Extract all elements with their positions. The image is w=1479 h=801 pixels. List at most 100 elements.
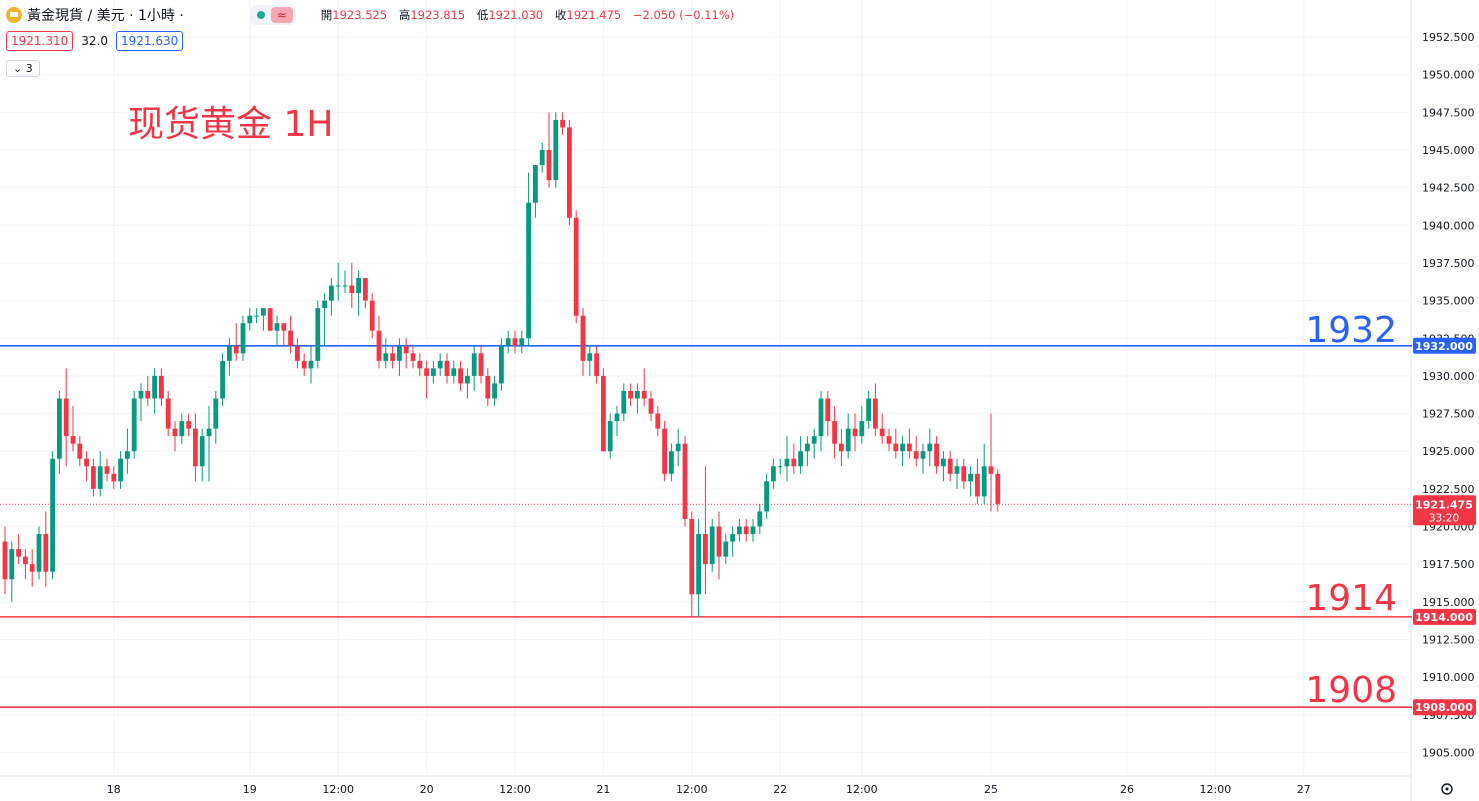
candle-body	[301, 360, 307, 369]
candle-body	[675, 443, 681, 452]
level-label-1908: 1908	[1305, 670, 1397, 711]
level-label-1932: 1932	[1305, 310, 1397, 351]
candle-body	[757, 511, 763, 527]
candle-body	[669, 451, 674, 474]
status-pill[interactable]: ≈	[249, 5, 296, 25]
x-tick-label: 22	[773, 783, 787, 796]
candle-body	[764, 481, 769, 512]
candle-body	[614, 413, 620, 422]
candle-body	[689, 518, 695, 595]
candle-body	[859, 421, 865, 437]
candle-body	[771, 466, 776, 482]
candle-body	[621, 390, 627, 414]
x-tick-label: 12:00	[1200, 783, 1232, 796]
candle-body	[743, 526, 749, 535]
candle-body	[369, 300, 375, 331]
countdown-label: 33:20	[1429, 512, 1459, 524]
y-tick-label: 1935.000	[1422, 295, 1475, 308]
candle-body	[818, 398, 824, 437]
indicators-toggle[interactable]: ⌄ 3	[6, 60, 40, 77]
x-tick-label: 18	[107, 783, 121, 796]
chevron-down-icon: ⌄	[13, 62, 23, 75]
candle-body	[84, 458, 89, 467]
candle-body	[431, 368, 436, 376]
y-tick-label: 1952.500	[1422, 31, 1475, 44]
candle-body	[567, 127, 572, 218]
y-tick-label: 1922.500	[1422, 483, 1475, 496]
candle-body	[36, 534, 42, 572]
candle-body	[954, 466, 960, 474]
candle-body	[131, 398, 137, 452]
candle-body	[145, 390, 151, 399]
candle-body	[57, 398, 62, 459]
candle-body	[533, 165, 538, 203]
buy-price-button[interactable]: 1921.630	[115, 31, 184, 51]
sell-price-button[interactable]: 1921.310	[6, 31, 74, 51]
candle-body	[295, 345, 300, 361]
price-tag	[1413, 608, 1476, 625]
symbol-title[interactable]: 黃金現貨 / 美元 · 1小時 ·	[27, 8, 184, 24]
settings-icon[interactable]	[1441, 783, 1453, 795]
close-label: 收	[554, 8, 567, 22]
candle-body	[839, 443, 844, 452]
candle-body	[968, 473, 973, 482]
level-label-1914: 1914	[1305, 578, 1397, 619]
candle-body	[886, 436, 892, 444]
candle-body	[961, 466, 967, 482]
spread-value: 32.0	[81, 34, 108, 48]
candle-body	[308, 360, 314, 369]
open-value: 1923.525	[332, 8, 388, 22]
candle-body	[179, 421, 185, 437]
y-tick-label: 1940.000	[1422, 219, 1475, 232]
candle-body	[383, 353, 389, 361]
candle-body	[873, 398, 878, 429]
candle-body	[247, 315, 253, 324]
candle-body	[254, 315, 259, 317]
candle-body	[138, 390, 144, 399]
candle-body	[159, 375, 164, 399]
candle-body	[281, 323, 287, 331]
candle-body	[492, 383, 497, 399]
candle-body	[233, 345, 239, 354]
x-tick-label: 12:00	[676, 783, 708, 796]
candle-body	[43, 534, 49, 572]
candle-body	[403, 345, 409, 354]
candle-body	[655, 413, 661, 429]
candle-body	[682, 443, 688, 519]
candle-body	[2, 541, 8, 580]
candle-body	[349, 285, 355, 294]
x-tick-label: 21	[596, 783, 610, 796]
price-tag-label: 1932.000	[1415, 340, 1473, 353]
time-axis: 18 19 12:00 20 12:00 21 12:00 22 12:00 25 26 12:00 2…	[107, 783, 1311, 796]
candle-body	[737, 526, 742, 535]
candle-body	[451, 368, 457, 376]
y-tick-label: 1915.000	[1422, 596, 1475, 609]
candle-body	[342, 285, 348, 287]
candle-body	[97, 466, 103, 489]
y-tick-label: 1925.000	[1422, 445, 1475, 458]
gold-icon	[6, 7, 22, 23]
candle-body	[63, 398, 69, 437]
candle-body	[471, 353, 477, 376]
candle-body	[805, 443, 810, 452]
price-axis: 1952.500 1950.000 1947.500 1945.000 1942.500…	[1413, 31, 1476, 759]
y-tick-label: 1912.500	[1422, 633, 1475, 646]
open-label: 開	[320, 8, 333, 22]
candle-body	[777, 466, 783, 468]
change-value: −2.050 (−0.11%)	[632, 8, 735, 22]
candle-body	[206, 428, 212, 437]
candle-body	[165, 398, 171, 429]
candle-body	[981, 466, 987, 497]
candle-body	[227, 345, 232, 361]
candle-body	[70, 436, 76, 444]
candle-body	[852, 428, 858, 437]
x-tick-label: 12:00	[322, 783, 354, 796]
candle-body	[465, 375, 470, 384]
candle-body	[499, 345, 504, 384]
wave-icon: ≈	[270, 7, 293, 23]
candle-body	[798, 451, 803, 467]
candle-series	[2, 112, 1001, 617]
candle-body	[730, 534, 735, 542]
candle-body	[703, 534, 708, 565]
